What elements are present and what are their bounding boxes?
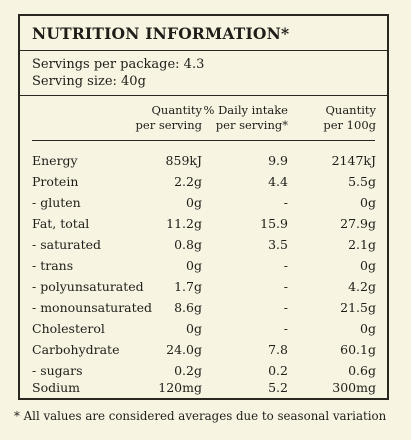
per-100g-value: 27.9g xyxy=(340,216,376,231)
row-label: - trans xyxy=(32,258,74,273)
servings-per-package: Servings per package: 4.3 xyxy=(32,57,205,72)
column-header-daily-intake: % Daily intake per serving* xyxy=(203,103,288,133)
row-label: Fat, total xyxy=(32,216,90,231)
per-serving-value: 11.2g xyxy=(166,216,202,231)
column-header-per-serving-line2: per serving xyxy=(135,118,202,132)
nutrition-panel: NUTRITION INFORMATION* Servings per pack… xyxy=(18,14,389,400)
per-serving-value: 24.0g xyxy=(166,342,202,357)
per-serving-value: 0g xyxy=(186,258,202,273)
per-100g-value: 300mg xyxy=(332,380,376,395)
daily-intake-value: 3.5 xyxy=(268,237,288,252)
daily-intake-value: 9.9 xyxy=(268,153,288,168)
row-label: Carbohydrate xyxy=(32,342,120,357)
serving-divider xyxy=(20,95,387,96)
per-100g-value: 2147kJ xyxy=(331,153,376,168)
title-divider xyxy=(20,50,387,51)
daily-intake-value: - xyxy=(283,195,288,210)
per-serving-value: 0g xyxy=(186,321,202,336)
column-header-per-100g-line2: per 100g xyxy=(323,118,376,132)
per-100g-value: 5.5g xyxy=(348,174,376,189)
per-serving-value: 120mg xyxy=(158,380,202,395)
column-header-per-serving-line1: Quantity xyxy=(151,103,202,117)
header-divider xyxy=(32,140,375,141)
column-header-per-serving: Quantity per serving xyxy=(136,103,202,133)
row-label: - gluten xyxy=(32,195,81,210)
per-100g-value: 0g xyxy=(360,258,376,273)
row-label: - sugars xyxy=(32,363,83,378)
daily-intake-value: - xyxy=(283,300,288,315)
per-serving-value: 0.8g xyxy=(174,237,202,252)
row-label: - polyunsaturated xyxy=(32,279,144,294)
serving-size: Serving size: 40g xyxy=(32,74,146,89)
panel-title: NUTRITION INFORMATION* xyxy=(32,24,290,43)
per-100g-value: 2.1g xyxy=(348,237,376,252)
per-100g-value: 21.5g xyxy=(340,300,376,315)
column-header-daily-intake-line2: per serving* xyxy=(215,118,288,132)
per-serving-value: 8.6g xyxy=(174,300,202,315)
daily-intake-value: 0.2 xyxy=(268,363,288,378)
daily-intake-value: 7.8 xyxy=(268,342,288,357)
per-serving-value: 859kJ xyxy=(165,153,202,168)
row-label: Protein xyxy=(32,174,79,189)
per-100g-value: 0g xyxy=(360,321,376,336)
row-label: - saturated xyxy=(32,237,101,252)
per-100g-value: 4.2g xyxy=(348,279,376,294)
footnote: * All values are considered averages due… xyxy=(14,409,387,423)
daily-intake-value: - xyxy=(283,321,288,336)
daily-intake-value: - xyxy=(283,279,288,294)
per-serving-value: 0g xyxy=(186,195,202,210)
column-header-per-100g-line1: Quantity xyxy=(325,103,376,117)
per-serving-value: 1.7g xyxy=(174,279,202,294)
column-header-daily-intake-line1: % Daily intake xyxy=(203,103,288,117)
per-100g-value: 0g xyxy=(360,195,376,210)
per-serving-value: 2.2g xyxy=(174,174,202,189)
row-label: - monounsaturated xyxy=(32,300,153,315)
per-100g-value: 0.6g xyxy=(348,363,376,378)
per-100g-value: 60.1g xyxy=(340,342,376,357)
column-header-per-100g: Quantity per 100g xyxy=(323,103,376,133)
daily-intake-value: 4.4 xyxy=(268,174,288,189)
row-label: Cholesterol xyxy=(32,321,105,336)
row-label: Sodium xyxy=(32,380,80,395)
daily-intake-value: 5.2 xyxy=(268,380,288,395)
row-label: Energy xyxy=(32,153,78,168)
per-serving-value: 0.2g xyxy=(174,363,202,378)
daily-intake-value: 15.9 xyxy=(260,216,288,231)
daily-intake-value: - xyxy=(283,258,288,273)
